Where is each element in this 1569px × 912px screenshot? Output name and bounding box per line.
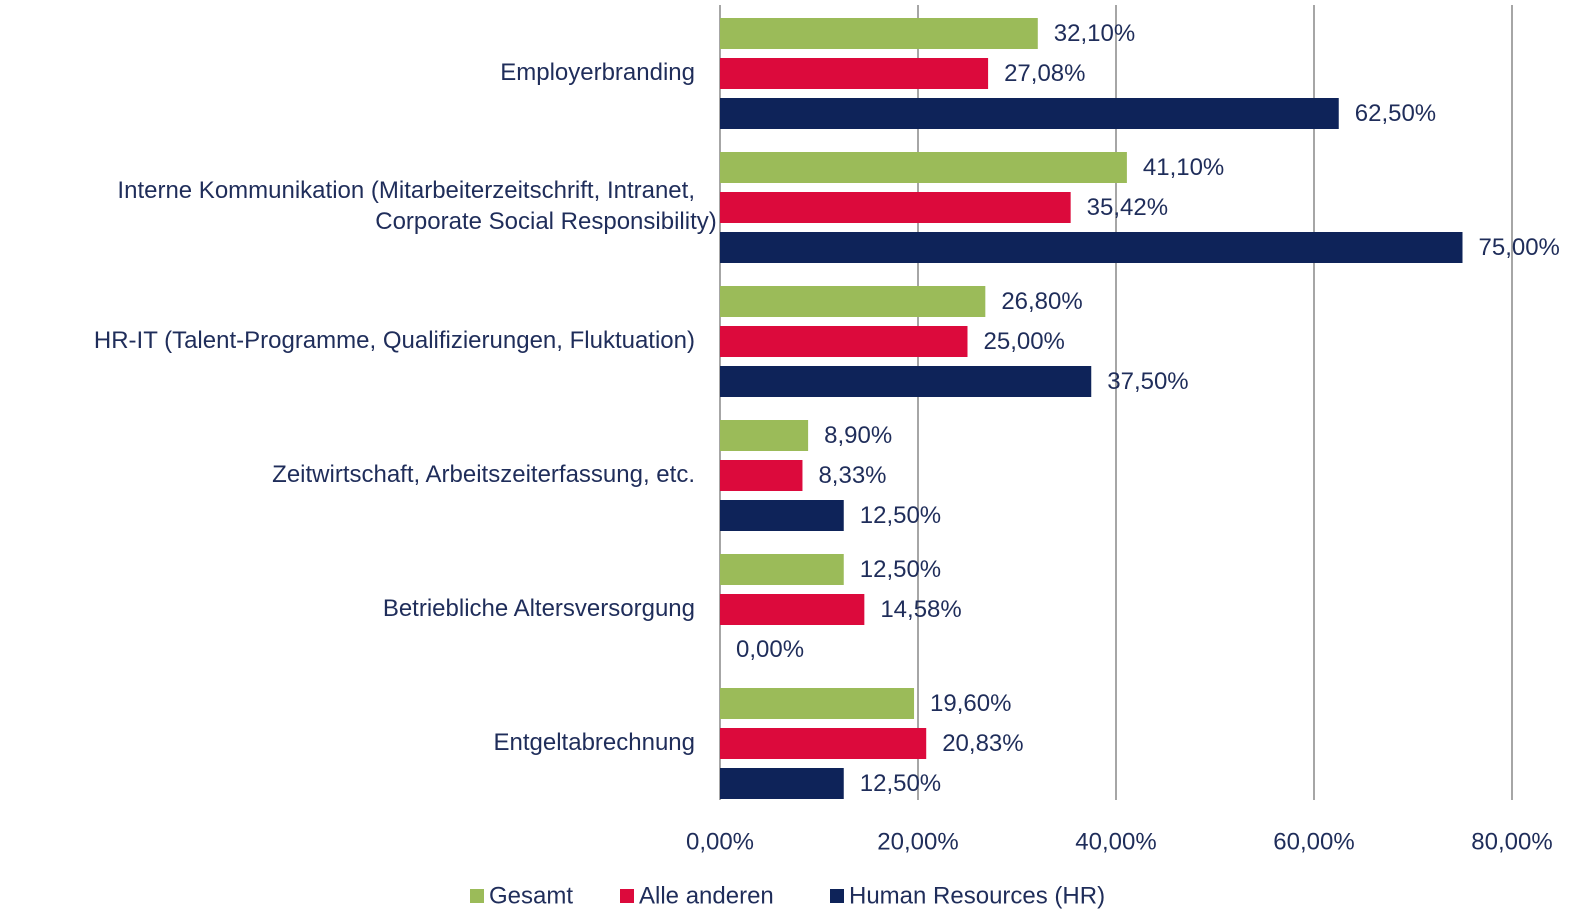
legend-label: Alle anderen <box>639 882 774 909</box>
category-label: Betriebliche Altersversorgung <box>383 595 695 622</box>
category-label: HR-IT (Talent-Programme, Qualifizierunge… <box>94 327 695 354</box>
value-label: 19,60% <box>930 690 1011 717</box>
value-label: 27,08% <box>1004 60 1085 87</box>
bar <box>720 688 915 719</box>
value-label: 62,50% <box>1355 100 1436 127</box>
value-label: 12,50% <box>860 556 941 583</box>
bar <box>720 152 1127 183</box>
category-label: Interne Kommunikation (Mitarbeiterzeitsc… <box>117 177 716 235</box>
value-label: 14,58% <box>880 596 961 623</box>
bar <box>720 554 844 585</box>
value-label: 12,50% <box>860 502 941 529</box>
value-label: 25,00% <box>984 328 1065 355</box>
bar <box>720 500 844 531</box>
legend-swatch <box>620 889 634 903</box>
bar <box>720 232 1463 263</box>
x-tick-label: 40,00% <box>1075 828 1156 855</box>
value-label: 20,83% <box>942 730 1023 757</box>
x-tick-label: 0,00% <box>686 828 754 855</box>
legend-swatch <box>830 889 844 903</box>
category-label: Entgeltabrechnung <box>494 729 696 756</box>
bar <box>720 768 844 799</box>
category-label: Employerbranding <box>500 59 695 86</box>
bar <box>720 58 989 89</box>
x-tick-label: 20,00% <box>877 828 958 855</box>
value-label: 8,90% <box>824 422 892 449</box>
value-label: 41,10% <box>1143 154 1224 181</box>
bar <box>720 366 1092 397</box>
value-label: 35,42% <box>1087 194 1168 221</box>
legend-label: Gesamt <box>489 882 573 909</box>
bar <box>720 286 986 317</box>
value-label: 12,50% <box>860 770 941 797</box>
value-label: 37,50% <box>1107 368 1188 395</box>
value-label: 26,80% <box>1001 288 1082 315</box>
legend-swatch <box>470 889 484 903</box>
value-label: 8,33% <box>818 462 886 489</box>
x-tick-label: 80,00% <box>1471 828 1552 855</box>
bar <box>720 18 1038 49</box>
bar <box>720 594 865 625</box>
category-label: Zeitwirtschaft, Arbeitszeiterfassung, et… <box>272 461 695 488</box>
bar <box>720 728 927 759</box>
value-label: 32,10% <box>1054 20 1135 47</box>
bar <box>720 98 1339 129</box>
bar <box>720 192 1071 223</box>
bar <box>720 460 803 491</box>
legend-label: Human Resources (HR) <box>849 882 1105 909</box>
bar <box>720 420 809 451</box>
value-label: 75,00% <box>1479 234 1560 261</box>
x-tick-label: 60,00% <box>1273 828 1354 855</box>
bar <box>720 326 968 357</box>
value-label: 0,00% <box>736 636 804 663</box>
